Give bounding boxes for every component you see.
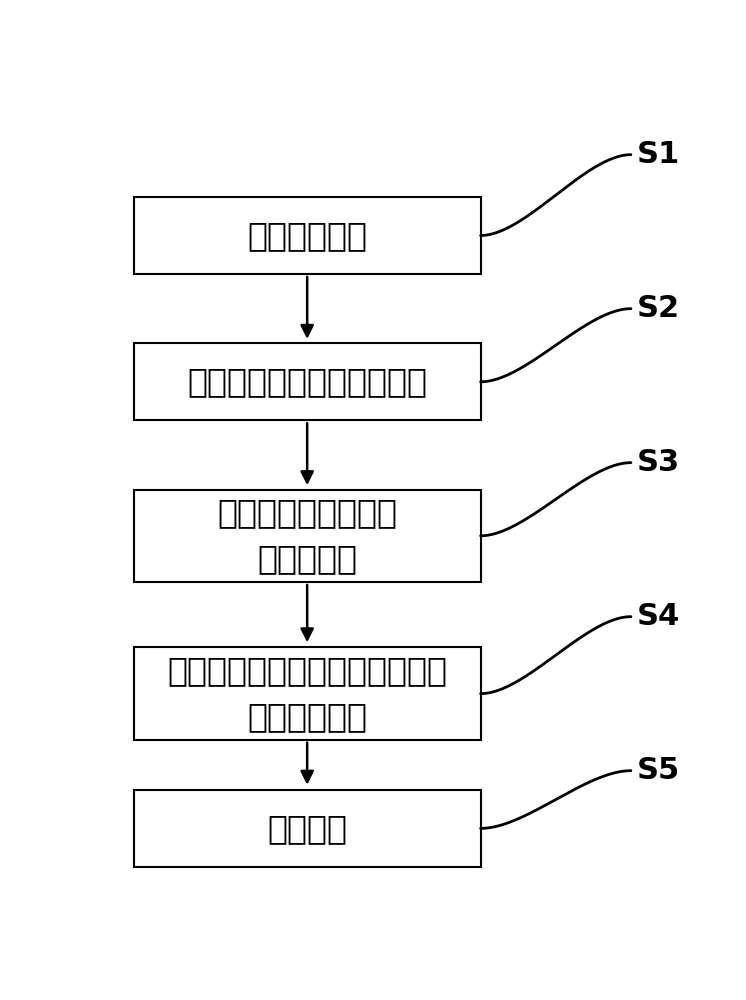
- Text: S2: S2: [636, 294, 680, 323]
- Text: 设置多个可调节的控制参数: 设置多个可调节的控制参数: [187, 365, 427, 398]
- Text: S5: S5: [636, 756, 680, 785]
- FancyBboxPatch shape: [134, 490, 480, 582]
- Text: 设置期望亮度: 设置期望亮度: [247, 219, 367, 252]
- Text: S3: S3: [636, 448, 680, 477]
- FancyBboxPatch shape: [134, 197, 480, 274]
- Text: 计算当前的图像亮度均值与期望
亮度是否匹配: 计算当前的图像亮度均值与期望 亮度是否匹配: [167, 654, 447, 733]
- FancyBboxPatch shape: [134, 343, 480, 420]
- Text: S1: S1: [636, 140, 680, 169]
- FancyBboxPatch shape: [134, 790, 480, 867]
- Text: S4: S4: [636, 602, 680, 631]
- Text: 调节步骤: 调节步骤: [267, 812, 347, 845]
- FancyBboxPatch shape: [134, 647, 480, 740]
- Text: 设置各个控制参数的
调节优先级: 设置各个控制参数的 调节优先级: [217, 496, 397, 575]
